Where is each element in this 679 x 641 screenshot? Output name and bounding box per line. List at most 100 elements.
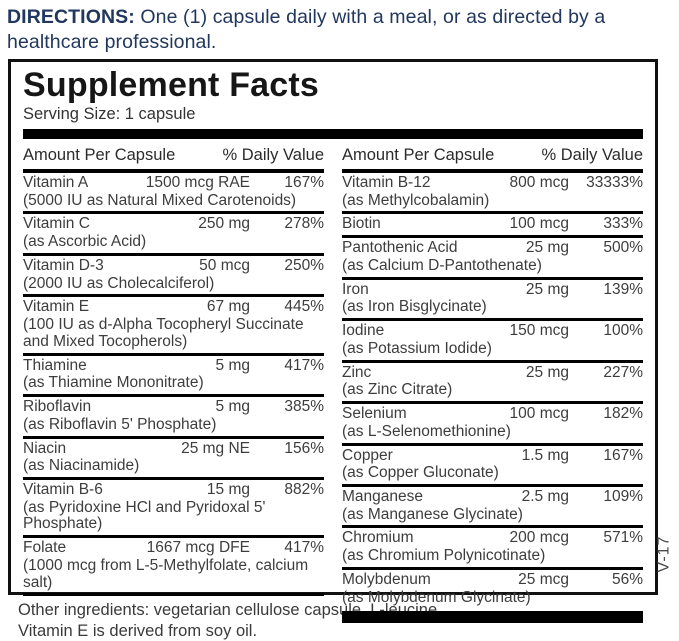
nutrient-amount: 250 mg <box>198 215 250 233</box>
directions-label: DIRECTIONS: <box>7 6 135 28</box>
nutrient-name: Niacin <box>23 439 67 457</box>
nutrient-amount: 100 mcg <box>509 405 569 423</box>
nutrient-dv: 445% <box>284 298 324 316</box>
nutrient-name: Iodine <box>342 322 385 340</box>
nutrient-name: Copper <box>342 446 393 464</box>
nutrient-name: Iron <box>342 280 369 298</box>
nutrient-detail: (as Iron Bisglycinate) <box>342 298 487 316</box>
nutrient-name: Vitamin C <box>23 215 90 233</box>
directions-text: DIRECTIONS: One (1) capsule daily with a… <box>0 0 679 59</box>
nutrient-row-iron: Iron 25 mg 139% (as Iron Bisglycinate) <box>342 280 643 322</box>
daily-value-header: % Daily Value <box>541 145 644 164</box>
nutrient-row-iodine: Iodine 150 mcg 100% (as Potassium Iodide) <box>342 321 643 363</box>
nutrient-detail: (as Riboflavin 5' Phosphate) <box>23 415 217 433</box>
nutrient-dv: 156% <box>284 439 324 457</box>
nutrient-name: Vitamin B-12 <box>342 173 431 191</box>
nutrient-amount: 200 mcg <box>509 529 569 547</box>
amount-header: Amount Per Capsule <box>342 145 495 164</box>
nutrient-row-pantothenic-acid: Pantothenic Acid 25 mg 500% (as Calcium D-… <box>342 238 643 280</box>
nutrient-detail: (1000 mcg from L-5-Methylfolate, calcium… <box>23 556 309 591</box>
nutrient-dv: 167% <box>603 446 643 464</box>
nutrient-detail: (as Molybdenum Glycinate) <box>342 588 531 606</box>
nutrient-detail: (as Methylcobalamin) <box>342 191 490 209</box>
nutrient-amount: 25 mg <box>525 239 569 257</box>
nutrient-dv: 882% <box>284 481 324 498</box>
other-ingredients: Other ingredients: vegetarian cellulose … <box>0 595 679 641</box>
daily-value-header: % Daily Value <box>222 145 325 164</box>
nutrient-row-vitamin-a: Vitamin A 1500 mcg RAE 167% (5000 IU as Na… <box>23 173 324 215</box>
right-column-header: Amount Per Capsule % Daily Value <box>342 144 643 173</box>
nutrient-row-vitamin-b6: Vitamin B-6 15 mg 882% (as Pyridoxine HCl … <box>23 480 324 539</box>
left-column-header: Amount Per Capsule % Daily Value <box>23 144 324 173</box>
nutrient-name: Biotin <box>342 215 381 233</box>
nutrient-row-niacin: Niacin 25 mg NE 156% (as Niacinamide) <box>23 439 324 480</box>
nutrient-amount: 50 mcg <box>199 256 250 274</box>
nutrient-name: Thiamine <box>23 356 87 374</box>
nutrient-amount: 25 mcg <box>518 570 569 588</box>
serving-size: Serving Size: 1 capsule <box>23 104 196 123</box>
nutrient-detail: (as Ascorbic Acid) <box>23 233 147 251</box>
nutrient-amount: 1500 mcg RAE <box>145 173 250 191</box>
supplement-facts-panel: Supplement Facts Serving Size: 1 capsule… <box>8 58 658 624</box>
nutrient-row-vitamin-c: Vitamin C 250 mg 278% (as Ascorbic Acid) <box>23 214 324 256</box>
nutrient-row-biotin: Biotin 100 mcg 333% <box>342 214 643 239</box>
nutrient-detail: (as Calcium D-Pantothenate) <box>342 256 542 274</box>
nutrient-detail: (2000 IU as Cholecalciferol) <box>23 274 215 292</box>
nutrient-amount: 25 mg <box>525 363 569 381</box>
nutrient-row-molybdenum: Molybdenum 25 mcg 56% (as Molybdenum Glyci… <box>342 570 643 608</box>
nutrient-dv: 571% <box>603 529 643 547</box>
nutrient-name: Folate <box>23 539 67 557</box>
nutrient-amount: 5 mg <box>215 356 250 374</box>
nutrient-row-riboflavin: Riboflavin 5 mg 385% (as Riboflavin 5' Pho… <box>23 397 324 439</box>
nutrient-detail: (5000 IU as Natural Mixed Carotenoids) <box>23 191 297 209</box>
nutrient-name: Zinc <box>342 363 372 381</box>
nutrient-amount: 67 mg <box>206 298 250 316</box>
nutrient-row-vitamin-b12: Vitamin B-12 800 mcg 33333% (as Methylcoba… <box>342 173 643 215</box>
nutrient-amount: 150 mcg <box>509 322 569 340</box>
other-ingredients-line1: Other ingredients: vegetarian cellulose … <box>18 600 442 619</box>
left-column: Amount Per Capsule % Daily Value Vitamin… <box>23 144 324 623</box>
nutrient-detail: (100 IU as d-Alpha Tocopheryl Succinate … <box>23 316 304 350</box>
nutrient-amount: 15 mg <box>206 481 250 498</box>
nutrient-dv: 33333% <box>586 173 643 191</box>
nutrient-dv: 333% <box>603 215 643 233</box>
other-ingredients-line2: Vitamin E is derived from soy oil. <box>18 621 258 640</box>
nutrient-row-selenium: Selenium 100 mcg 182% (as L-Selenomethioni… <box>342 404 643 446</box>
nutrient-detail: (as Copper Gluconate) <box>342 464 499 482</box>
nutrient-dv: 227% <box>603 363 643 381</box>
nutrient-detail: (as Pyridoxine HCl and Pyridoxal 5' Phos… <box>23 498 266 533</box>
nutrient-amount: 25 mg NE <box>181 439 250 457</box>
nutrient-name: Selenium <box>342 405 407 423</box>
nutrient-name: Molybdenum <box>342 570 431 588</box>
nutrient-row-vitamin-e: Vitamin E 67 mg 445% (100 IU as d-Alpha To… <box>23 297 324 356</box>
nutrient-name: Pantothenic Acid <box>342 239 458 257</box>
nutrient-row-manganese: Manganese 2.5 mg 109% (as Manganese Glycin… <box>342 487 643 529</box>
nutrient-row-folate: Folate 1667 mcg DFE 417% (1000 mcg from L-… <box>23 538 324 597</box>
nutrient-dv: 417% <box>284 539 324 557</box>
nutrient-amount: 800 mcg <box>509 173 569 191</box>
nutrient-name: Vitamin A <box>23 173 89 191</box>
nutrient-name: Riboflavin <box>23 398 92 416</box>
nutrient-detail: (as L-Selenomethionine) <box>342 422 511 440</box>
nutrient-amount: 100 mcg <box>509 215 569 233</box>
nutrient-detail: (as Niacinamide) <box>23 457 140 475</box>
nutrient-dv: 139% <box>603 280 643 298</box>
nutrient-dv: 417% <box>284 356 324 374</box>
top-divider-bar <box>23 128 643 139</box>
nutrient-row-copper: Copper 1.5 mg 167% (as Copper Gluconate) <box>342 446 643 487</box>
nutrient-amount: 5 mg <box>215 398 250 416</box>
version-code: V-17 <box>655 535 673 573</box>
nutrient-amount: 2.5 mg <box>521 488 569 505</box>
nutrient-name: Vitamin B-6 <box>23 481 103 498</box>
nutrient-detail: (as Thiamine Mononitrate) <box>23 374 204 392</box>
nutrient-dv: 385% <box>284 398 324 416</box>
nutrient-name: Chromium <box>342 529 414 547</box>
nutrient-name: Vitamin D-3 <box>23 256 104 274</box>
nutrient-detail: (as Potassium Iodide) <box>342 339 492 357</box>
nutrient-amount: 25 mg <box>525 280 569 298</box>
right-column: Amount Per Capsule % Daily Value Vitamin… <box>342 144 643 624</box>
nutrient-amount: 1667 mcg DFE <box>146 539 250 557</box>
bottom-divider-bar <box>342 611 643 624</box>
nutrient-dv: 56% <box>611 570 643 588</box>
directions-body: One (1) capsule daily with a meal, or as… <box>7 6 606 53</box>
